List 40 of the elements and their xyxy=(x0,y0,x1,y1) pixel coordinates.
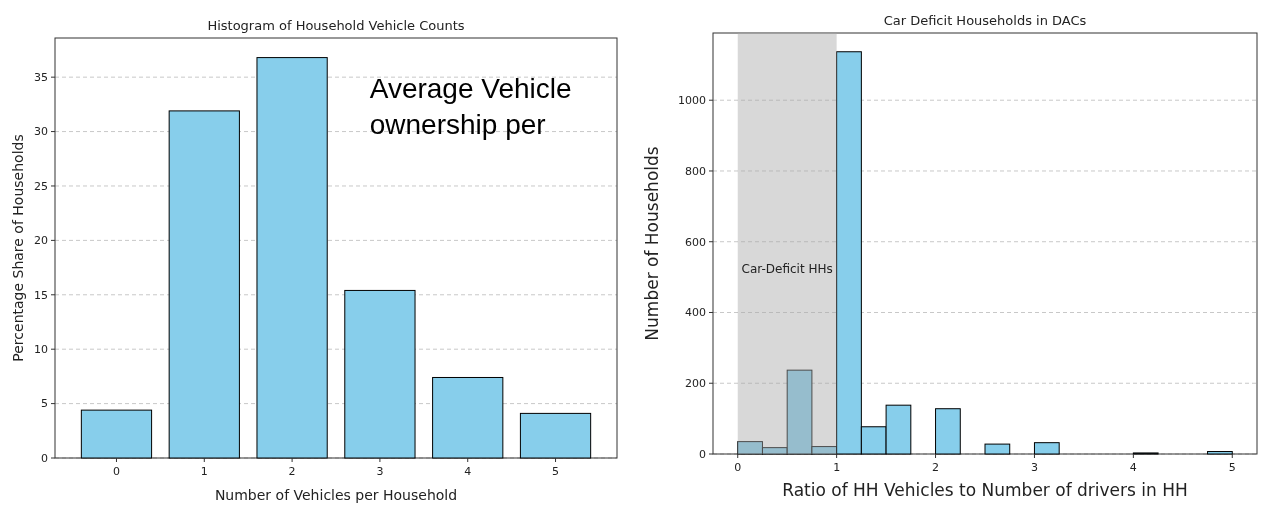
y-tick-label: 400 xyxy=(685,306,706,320)
x-axis-title: Number of Vehicles per Household xyxy=(214,487,458,503)
bar xyxy=(168,110,240,459)
y-tick-label: 1000 xyxy=(678,94,706,108)
y-tick-label: 15 xyxy=(34,288,48,302)
y-tick-label: 200 xyxy=(685,377,706,391)
x-tick-label: 0 xyxy=(112,465,120,478)
x-tick-label: 1 xyxy=(833,461,841,474)
chart-title: Histogram of Household Vehicle Counts xyxy=(207,18,465,33)
x-tick-label: 5 xyxy=(1228,461,1236,474)
bar xyxy=(432,376,504,459)
y-tick-label: 0 xyxy=(41,451,48,465)
y-tick-label: 30 xyxy=(34,125,48,139)
x-tick-label: 4 xyxy=(464,465,472,478)
bar xyxy=(256,57,328,459)
y-tick-label: 800 xyxy=(685,164,706,178)
x-tick-label: 2 xyxy=(288,465,296,478)
y-axis-title: Number of Households xyxy=(642,146,662,341)
annotation: Average Vehicle ownership per xyxy=(369,73,572,140)
x-tick-label: 2 xyxy=(932,461,940,474)
x-tick-label: 3 xyxy=(376,465,384,478)
bar xyxy=(80,409,153,459)
x-tick-label: 5 xyxy=(552,465,560,478)
x-axis-title: Ratio of HH Vehicles to Number of drivers in HH xyxy=(782,480,1188,500)
bar xyxy=(519,412,592,459)
chart-title: Car Deficit Households in DACs xyxy=(883,13,1087,28)
x-tick-label: 0 xyxy=(734,461,742,474)
x-tick-label: 1 xyxy=(200,465,208,478)
y-tick-label: 600 xyxy=(685,235,706,249)
y-axis-title: Percentage Share of Households xyxy=(10,134,26,362)
y-tick-label: 5 xyxy=(41,397,48,411)
band-label: Car-Deficit HHs xyxy=(741,261,833,276)
bar xyxy=(344,289,416,459)
y-tick-label: 0 xyxy=(699,447,706,461)
y-tick-label: 20 xyxy=(34,234,48,248)
y-tick-label: 10 xyxy=(34,343,48,357)
x-tick-label: 3 xyxy=(1030,461,1038,474)
x-tick-label: 4 xyxy=(1129,461,1137,474)
y-tick-label: 35 xyxy=(34,71,48,85)
y-tick-label: 25 xyxy=(34,179,48,193)
